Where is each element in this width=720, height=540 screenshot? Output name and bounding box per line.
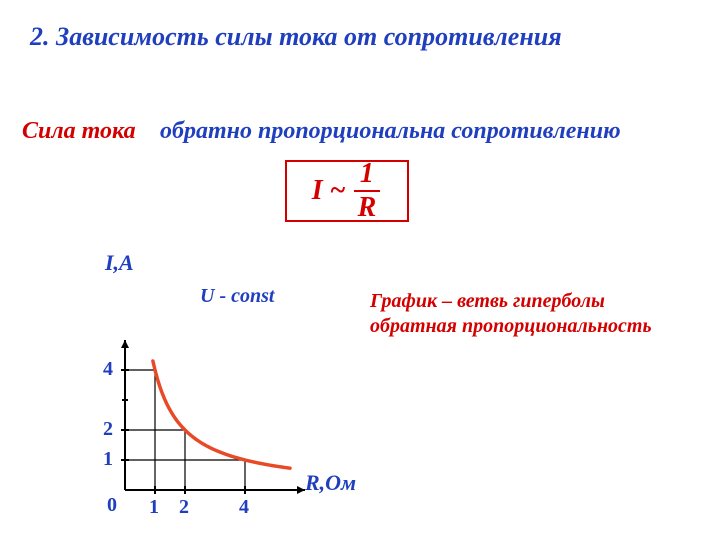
hyperbola-curve [153, 361, 290, 468]
x-tick-label: 1 [149, 496, 159, 519]
y-tick-label: 1 [103, 448, 113, 471]
x-tick-label: 2 [179, 496, 189, 519]
y-axis-arrow [121, 340, 129, 348]
x-tick-label: 4 [239, 496, 249, 519]
origin-label: 0 [107, 494, 117, 517]
y-tick-label: 4 [103, 358, 113, 381]
y-tick-label: 2 [103, 418, 113, 441]
x-axis-arrow [297, 486, 305, 494]
